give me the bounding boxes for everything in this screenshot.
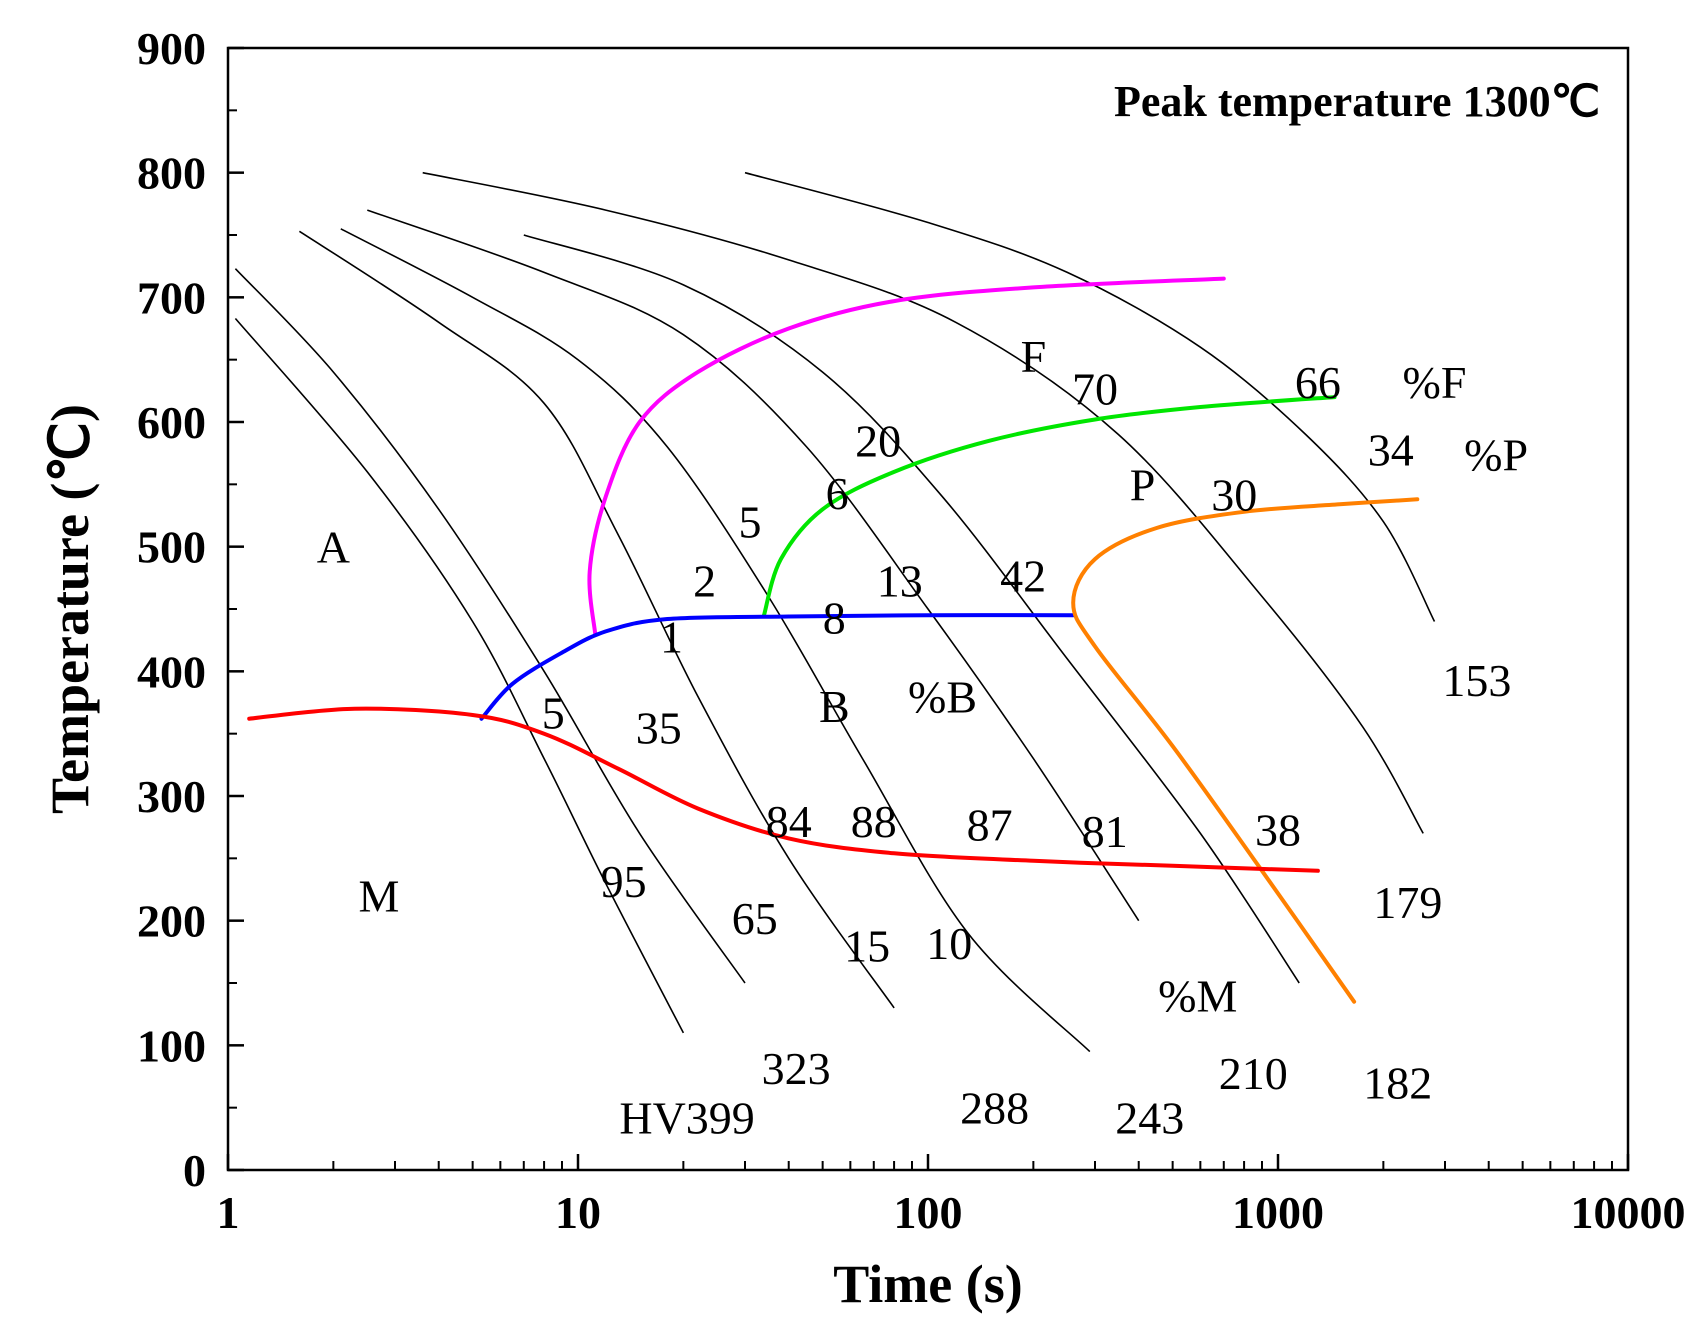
annotation-label: 6 [826, 468, 849, 519]
annotation-label: A [317, 522, 350, 573]
annotation-label: 84 [766, 796, 812, 847]
annotation-label: M [359, 871, 400, 922]
annotation-label: 288 [960, 1083, 1029, 1134]
transformation-boundary-5 [247, 706, 1320, 873]
y-tick-label: 0 [183, 1145, 206, 1196]
cooling-curve-2 [234, 268, 746, 984]
annotation-label: %F [1403, 357, 1467, 408]
annotation-label: 88 [851, 796, 897, 847]
annotation-label: 20 [855, 416, 901, 467]
cooling-curve-8 [744, 171, 1436, 622]
transformation-boundary-2 [762, 395, 1337, 618]
ticks-layer: 0 100 200 300 400 500 600 700 800 900 1 10 100 1000 10… [137, 23, 1686, 1238]
cooling-curve-6 [523, 234, 1300, 984]
transformation-boundary-1 [587, 276, 1226, 636]
y-tick-label: 300 [137, 771, 206, 822]
curves-layer [234, 171, 1436, 1053]
x-tick-label: 1 [217, 1187, 240, 1238]
annotation-label: 38 [1255, 805, 1301, 856]
annotation-label: 1 [660, 611, 683, 662]
annotation-label: B [819, 681, 850, 732]
y-axis-title: Temperature (℃) [40, 404, 100, 814]
transformation-boundary-4 [1071, 497, 1420, 1004]
y-tick-label: 700 [137, 272, 206, 323]
annotation-label: P [1130, 459, 1156, 510]
y-tick-label: 500 [137, 522, 206, 573]
x-tick-label: 10 [555, 1187, 601, 1238]
annotation-label: 8 [823, 593, 846, 644]
annotation-label: 30 [1211, 469, 1257, 520]
x-tick-label: 10000 [1571, 1187, 1686, 1238]
annotation-label: 15 [844, 921, 890, 972]
annotation-label: 323 [762, 1043, 831, 1094]
cooling-curve-1 [234, 317, 685, 1034]
x-tick-label: 100 [894, 1187, 963, 1238]
annotation-label: 210 [1219, 1048, 1288, 1099]
cooling-curve-5 [367, 209, 1140, 922]
annotation-label: %P [1464, 429, 1528, 480]
annotation-label: 87 [967, 800, 1013, 851]
annotation-label: F [1021, 331, 1047, 382]
annotation-label: 179 [1373, 877, 1442, 928]
y-tick-label: 200 [137, 896, 206, 947]
y-tick-label: 800 [137, 148, 206, 199]
annotation-label: 95 [601, 856, 647, 907]
annotation-label: 182 [1363, 1058, 1432, 1109]
cooling-curve-3 [298, 230, 895, 1009]
chart-title: Peak temperature 1300℃ [1114, 77, 1600, 126]
x-tick-label: 1000 [1232, 1187, 1324, 1238]
annotation-label: HV399 [619, 1093, 754, 1144]
annotation-label: %M [1158, 971, 1237, 1022]
annotation-label: 66 [1295, 357, 1341, 408]
annotation-label: 10 [926, 918, 972, 969]
x-axis-title: Time (s) [833, 1254, 1022, 1314]
cooling-curve-4 [340, 228, 1091, 1053]
annotation-label: 34 [1368, 424, 1414, 475]
annotation-label: 35 [636, 702, 682, 753]
annotation-label: 153 [1442, 655, 1511, 706]
annotation-label: 5 [542, 688, 565, 739]
y-tick-label: 100 [137, 1020, 206, 1071]
annotation-label: 70 [1072, 363, 1118, 414]
y-tick-label: 900 [137, 23, 206, 74]
annotation-label: 65 [732, 893, 778, 944]
annotation-label: 243 [1115, 1093, 1184, 1144]
annotation-label: 42 [1000, 550, 1046, 601]
annotation-label: 81 [1082, 806, 1128, 857]
annotation-label: %B [908, 671, 977, 722]
annotation-label: 13 [877, 555, 923, 606]
annotation-label: 5 [739, 497, 762, 548]
annotation-label: 2 [693, 555, 716, 606]
cooling-curve-7 [422, 171, 1424, 834]
transformation-boundary-3 [479, 613, 1076, 721]
y-tick-label: 600 [137, 397, 206, 448]
y-tick-label: 400 [137, 646, 206, 697]
